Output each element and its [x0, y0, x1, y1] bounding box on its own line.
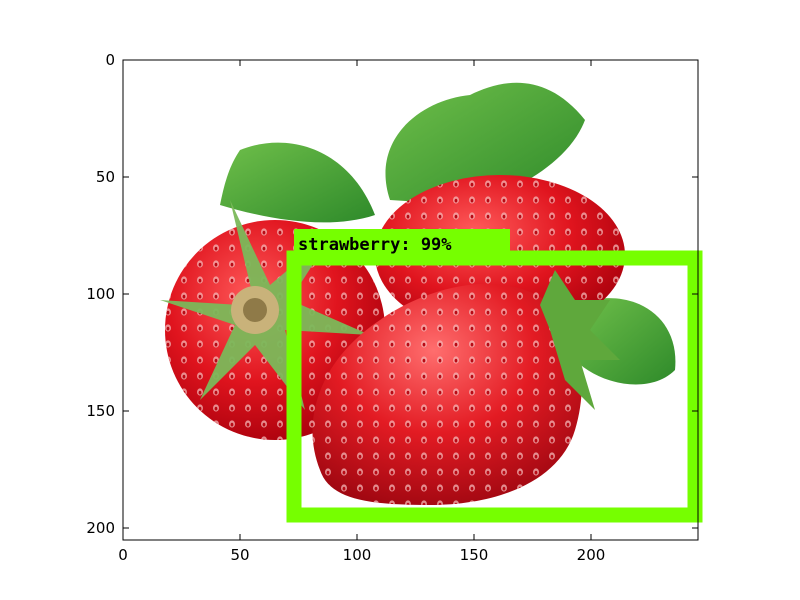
detection: strawberry: 99%	[286, 229, 703, 523]
x-axis: 0 50 100 150 200	[118, 60, 605, 564]
y-tick-label: 100	[86, 285, 115, 303]
x-tick-label: 50	[230, 546, 249, 564]
axes-frame	[122, 59, 699, 541]
y-axis: 0 50 100 150 200	[86, 51, 698, 537]
detection-label-bg	[294, 229, 510, 257]
x-tick-label: 100	[343, 546, 372, 564]
photo-area	[123, 60, 698, 540]
leaves	[220, 82, 676, 385]
y-tick-label: 150	[86, 402, 115, 420]
y-tick-label: 0	[105, 51, 115, 69]
y-tick-label: 50	[96, 168, 115, 186]
strawberry-front	[312, 270, 620, 505]
y-tick-label: 200	[86, 519, 115, 537]
x-tick-label: 0	[118, 546, 128, 564]
x-tick-label: 200	[577, 546, 606, 564]
detection-box	[286, 250, 703, 523]
detection-label: strawberry: 99%	[298, 235, 452, 255]
x-tick-label: 150	[460, 546, 489, 564]
